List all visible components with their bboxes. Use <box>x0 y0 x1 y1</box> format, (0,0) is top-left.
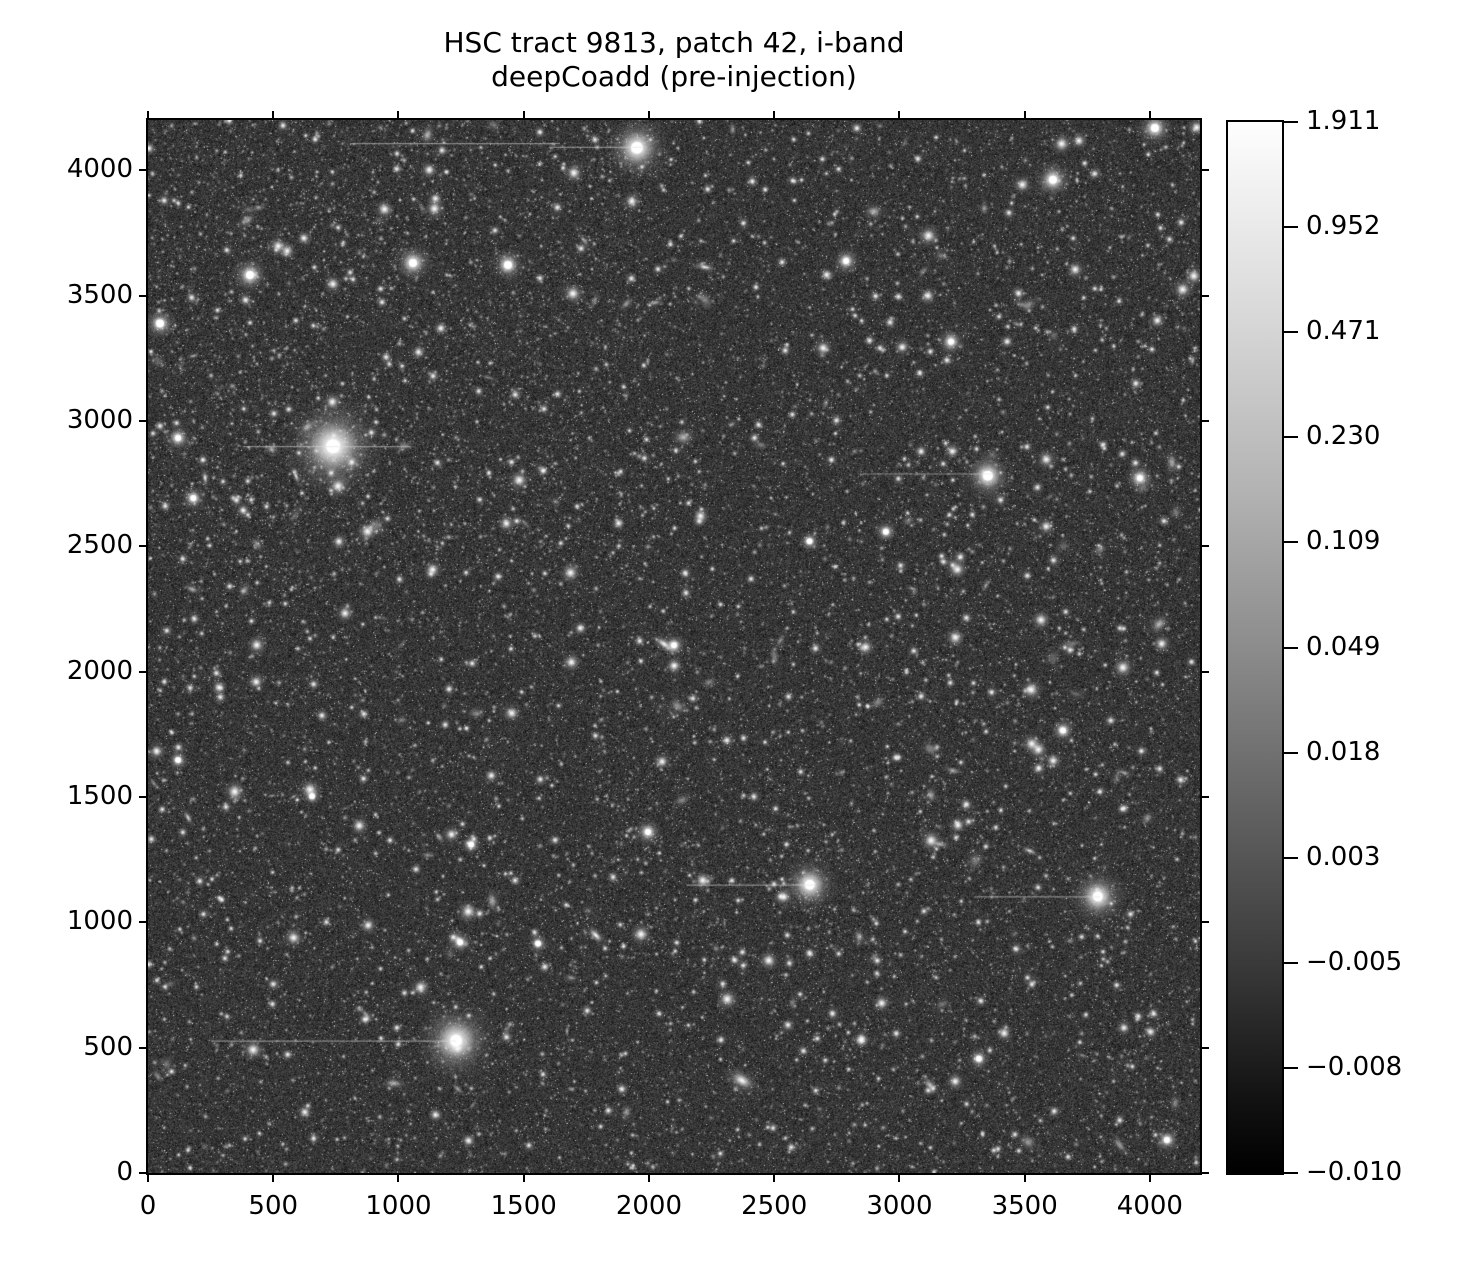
x-tick <box>773 1173 776 1182</box>
y-tick <box>139 169 148 172</box>
colorbar-tick <box>1284 1172 1298 1174</box>
x-tick-top <box>1023 111 1026 120</box>
y-tick <box>139 545 148 548</box>
colorbar-tick <box>1284 331 1298 334</box>
x-tick-top <box>397 111 400 120</box>
colorbar-tick-label: 0.003 <box>1306 841 1381 872</box>
x-tick-top <box>773 111 776 120</box>
y-tick-right <box>1200 1172 1209 1174</box>
y-tick-right <box>1200 419 1209 422</box>
y-tick <box>139 1046 148 1049</box>
x-tick <box>1023 1173 1026 1182</box>
y-tick-right <box>1200 169 1209 172</box>
x-tick <box>898 1173 901 1182</box>
y-tick <box>139 921 148 924</box>
y-tick-right <box>1200 1046 1209 1049</box>
sky-image-canvas <box>148 120 1200 1173</box>
x-tick-top <box>522 111 525 120</box>
y-tick-label: 0 <box>116 1157 133 1187</box>
colorbar-tick-label: 0.049 <box>1306 631 1381 662</box>
x-tick <box>522 1173 525 1182</box>
x-tick <box>397 1173 400 1182</box>
plot-title: HSC tract 9813, patch 42, i-band deepCoa… <box>148 26 1200 94</box>
colorbar-tick <box>1284 436 1298 439</box>
x-tick-label: 2500 <box>741 1191 808 1221</box>
colorbar-tick-label: 0.471 <box>1306 316 1381 347</box>
y-tick-label: 1500 <box>66 780 133 811</box>
y-tick <box>139 670 148 673</box>
y-tick-right <box>1200 545 1209 548</box>
x-tick-label: 500 <box>248 1191 299 1221</box>
x-tick <box>1148 1173 1151 1182</box>
image-axes <box>146 118 1202 1175</box>
y-tick-right <box>1200 795 1209 798</box>
y-tick-label: 500 <box>83 1031 133 1062</box>
x-tick-label: 0 <box>139 1191 157 1221</box>
y-tick <box>139 1172 148 1174</box>
y-tick <box>139 294 148 297</box>
colorbar-tick <box>1284 856 1298 859</box>
x-tick-top <box>147 111 149 120</box>
x-tick <box>272 1173 275 1182</box>
x-tick-label: 3500 <box>991 1191 1058 1221</box>
y-tick <box>139 419 148 422</box>
y-tick-label: 3000 <box>66 404 133 435</box>
colorbar-tick-label: 0.952 <box>1306 211 1381 242</box>
x-tick-top <box>647 111 650 120</box>
y-tick-right <box>1200 921 1209 924</box>
colorbar-tick-label: 0.018 <box>1306 736 1381 767</box>
y-tick-label: 2500 <box>66 530 133 561</box>
y-tick-right <box>1200 670 1209 673</box>
x-tick-label: 1000 <box>365 1191 432 1221</box>
colorbar-tick <box>1284 751 1298 754</box>
x-tick-top <box>1148 111 1151 120</box>
colorbar-tick <box>1284 961 1298 964</box>
y-tick-right <box>1200 294 1209 297</box>
plot-title-line2: deepCoadd (pre-injection) <box>491 60 857 93</box>
y-tick-label: 3500 <box>66 279 133 310</box>
x-tick-top <box>898 111 901 120</box>
y-tick-label: 2000 <box>66 655 133 686</box>
plot-title-line1: HSC tract 9813, patch 42, i-band <box>443 26 905 59</box>
colorbar-tick-label: 1.911 <box>1306 106 1381 136</box>
x-tick-label: 3000 <box>866 1191 933 1221</box>
x-tick-label: 4000 <box>1116 1191 1183 1221</box>
x-tick-top <box>272 111 275 120</box>
colorbar-tick <box>1284 646 1298 649</box>
colorbar-tick-label: 0.230 <box>1306 421 1381 452</box>
colorbar-tick <box>1284 1066 1298 1069</box>
x-tick-label: 1500 <box>490 1191 557 1221</box>
colorbar-tick <box>1284 121 1298 123</box>
colorbar-tick-label: 0.109 <box>1306 526 1381 557</box>
colorbar-tick-label: −0.008 <box>1306 1051 1403 1082</box>
colorbar-tick-label: −0.010 <box>1306 1157 1403 1187</box>
colorbar <box>1226 120 1284 1175</box>
colorbar-tick-label: −0.005 <box>1306 946 1403 977</box>
colorbar-tick <box>1284 226 1298 229</box>
y-tick-label: 4000 <box>66 154 133 185</box>
x-tick-label: 2000 <box>615 1191 683 1221</box>
y-tick <box>139 795 148 798</box>
x-tick <box>647 1173 650 1182</box>
colorbar-tick <box>1284 541 1298 544</box>
x-tick <box>147 1173 149 1182</box>
y-tick-label: 1000 <box>66 906 133 937</box>
